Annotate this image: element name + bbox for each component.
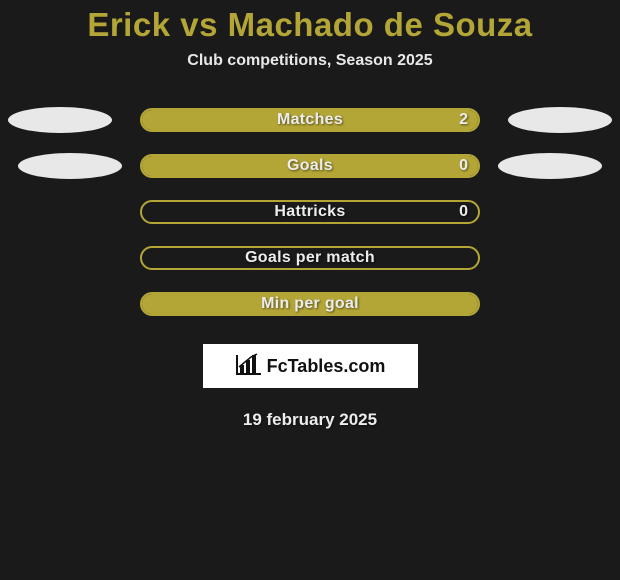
stat-rows: Matches2 Goals0 Hattricks0 Goals per match M… (0, 108, 620, 316)
subtitle: Club competitions, Season 2025 (0, 52, 620, 70)
brand-badge: FcTables.com (203, 344, 418, 388)
stat-row: Matches2 (0, 108, 620, 132)
stat-label: Hattricks (142, 203, 478, 221)
stat-bar-fill-left (142, 110, 310, 130)
stat-row: Goals0 (0, 154, 620, 178)
stat-row: Min per goal (0, 292, 620, 316)
stat-bar-fill-right (310, 110, 478, 130)
stat-bar-fill-right (310, 294, 478, 314)
player-right-marker (508, 107, 612, 133)
page-title: Erick vs Machado de Souza (0, 6, 620, 44)
stat-value-right: 0 (459, 203, 468, 221)
stat-row: Hattricks0 (0, 200, 620, 224)
stat-label: Goals per match (142, 249, 478, 267)
stat-bar: Hattricks0 (140, 200, 480, 224)
stat-bar: Goals0 (140, 154, 480, 178)
infographic-container: Erick vs Machado de Souza Club competiti… (0, 0, 620, 430)
bar-chart-icon (235, 353, 261, 380)
player-left-marker (18, 153, 122, 179)
stat-bar-fill-left (142, 294, 310, 314)
stat-bar: Goals per match (140, 246, 480, 270)
brand-text: FcTables.com (267, 356, 386, 377)
player-right-marker (498, 153, 602, 179)
player-left-marker (8, 107, 112, 133)
stat-bar: Min per goal (140, 292, 480, 316)
date-text: 19 february 2025 (0, 410, 620, 430)
stat-bar-fill-right (310, 156, 478, 176)
stat-row: Goals per match (0, 246, 620, 270)
stat-bar: Matches2 (140, 108, 480, 132)
stat-bar-fill-left (142, 156, 310, 176)
